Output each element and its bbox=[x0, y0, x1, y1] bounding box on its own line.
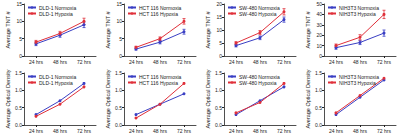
svg-text:10: 10 bbox=[316, 43, 322, 49]
svg-text:1.0: 1.0 bbox=[115, 87, 122, 93]
svg-text:0.5: 0.5 bbox=[315, 105, 322, 111]
svg-text:48 hrs: 48 hrs bbox=[353, 59, 367, 65]
svg-text:72 hrs: 72 hrs bbox=[277, 59, 291, 65]
svg-text:48 hrs: 48 hrs bbox=[253, 128, 267, 134]
svg-text:0: 0 bbox=[319, 53, 322, 59]
svg-text:10: 10 bbox=[216, 27, 222, 33]
svg-text:50: 50 bbox=[316, 1, 322, 7]
svg-text:5: 5 bbox=[119, 36, 122, 42]
svg-text:Average Optical Density: Average Optical Density bbox=[5, 69, 11, 128]
svg-text:SW-480 Hypoxia: SW-480 Hypoxia bbox=[239, 80, 277, 86]
svg-text:24 hrs: 24 hrs bbox=[329, 128, 343, 134]
svg-text:0.5: 0.5 bbox=[215, 105, 222, 111]
svg-text:NIH3T3 Normoxia: NIH3T3 Normoxia bbox=[339, 73, 379, 80]
svg-text:Average Optical Density: Average Optical Density bbox=[305, 69, 311, 128]
svg-text:72 hrs: 72 hrs bbox=[77, 128, 91, 134]
svg-text:72 hrs: 72 hrs bbox=[177, 59, 191, 65]
svg-text:72 hrs: 72 hrs bbox=[377, 128, 391, 134]
svg-text:48 hrs: 48 hrs bbox=[353, 128, 367, 134]
svg-text:1.5: 1.5 bbox=[15, 70, 22, 76]
svg-text:HCT 116 Normoxia: HCT 116 Normoxia bbox=[139, 73, 182, 80]
svg-text:Average TNT #: Average TNT # bbox=[5, 11, 11, 49]
svg-text:DLD-1 Normoxia: DLD-1 Normoxia bbox=[39, 4, 77, 11]
svg-text:0: 0 bbox=[19, 53, 22, 59]
svg-text:NIH3T3 Hypoxia: NIH3T3 Hypoxia bbox=[339, 80, 376, 86]
svg-text:5: 5 bbox=[19, 36, 22, 42]
svg-text:5: 5 bbox=[219, 40, 222, 46]
svg-text:20: 20 bbox=[216, 1, 222, 7]
svg-text:15: 15 bbox=[16, 1, 22, 7]
svg-text:0.5: 0.5 bbox=[115, 105, 122, 111]
svg-text:Average TNT #: Average TNT # bbox=[105, 11, 111, 49]
svg-text:1.0: 1.0 bbox=[215, 87, 222, 93]
svg-text:DLD-1 Hypoxia: DLD-1 Hypoxia bbox=[39, 80, 73, 86]
svg-text:24 hrs: 24 hrs bbox=[329, 59, 343, 65]
svg-text:24 hrs: 24 hrs bbox=[229, 128, 243, 134]
svg-text:HCT 116 Normoxia: HCT 116 Normoxia bbox=[139, 4, 182, 11]
svg-text:0: 0 bbox=[219, 53, 222, 59]
svg-text:0: 0 bbox=[119, 53, 122, 59]
svg-text:0.0: 0.0 bbox=[15, 122, 22, 128]
svg-text:24 hrs: 24 hrs bbox=[29, 59, 43, 65]
svg-text:HCT 116 Hypoxia: HCT 116 Hypoxia bbox=[139, 80, 178, 86]
svg-text:72 hrs: 72 hrs bbox=[377, 59, 391, 65]
svg-text:48 hrs: 48 hrs bbox=[153, 128, 167, 134]
svg-text:24 hrs: 24 hrs bbox=[229, 59, 243, 65]
svg-text:20: 20 bbox=[316, 32, 322, 38]
svg-text:DLD-1 Hypoxia: DLD-1 Hypoxia bbox=[39, 11, 73, 17]
svg-text:1.0: 1.0 bbox=[15, 87, 22, 93]
svg-text:NIH3T3 Hypoxia: NIH3T3 Hypoxia bbox=[339, 11, 376, 17]
svg-text:72 hrs: 72 hrs bbox=[277, 128, 291, 134]
svg-text:40: 40 bbox=[316, 11, 322, 17]
svg-text:24 hrs: 24 hrs bbox=[129, 59, 143, 65]
svg-text:15: 15 bbox=[116, 1, 122, 7]
svg-text:1.5: 1.5 bbox=[215, 70, 222, 76]
svg-text:1.5: 1.5 bbox=[115, 70, 122, 76]
svg-text:24 hrs: 24 hrs bbox=[129, 128, 143, 134]
svg-text:SW-480 Normoxia: SW-480 Normoxia bbox=[239, 4, 280, 11]
svg-text:NIH3T3 Normoxia: NIH3T3 Normoxia bbox=[339, 4, 379, 11]
svg-text:Average Optical Density: Average Optical Density bbox=[205, 69, 211, 128]
svg-text:1.5: 1.5 bbox=[315, 70, 322, 76]
svg-text:10: 10 bbox=[116, 18, 122, 24]
svg-text:0.5: 0.5 bbox=[15, 105, 22, 111]
svg-text:72 hrs: 72 hrs bbox=[177, 128, 191, 134]
svg-text:0.0: 0.0 bbox=[315, 122, 322, 128]
svg-text:Average TNT #: Average TNT # bbox=[305, 11, 311, 49]
svg-text:1.0: 1.0 bbox=[315, 87, 322, 93]
svg-text:15: 15 bbox=[216, 14, 222, 20]
svg-text:0.0: 0.0 bbox=[215, 122, 222, 128]
svg-text:DLD-1 Normoxia: DLD-1 Normoxia bbox=[39, 73, 77, 80]
svg-text:48 hrs: 48 hrs bbox=[53, 128, 67, 134]
svg-text:Average TNT #: Average TNT # bbox=[205, 11, 211, 49]
svg-text:48 hrs: 48 hrs bbox=[153, 59, 167, 65]
svg-text:48 hrs: 48 hrs bbox=[53, 59, 67, 65]
svg-text:30: 30 bbox=[316, 22, 322, 28]
svg-text:Average Optical Density: Average Optical Density bbox=[105, 69, 111, 128]
svg-text:10: 10 bbox=[16, 18, 22, 24]
svg-text:SW-480 Normoxia: SW-480 Normoxia bbox=[239, 73, 280, 80]
svg-text:SW-480 Hypoxia: SW-480 Hypoxia bbox=[239, 11, 277, 17]
svg-text:72 hrs: 72 hrs bbox=[77, 59, 91, 65]
svg-text:0.0: 0.0 bbox=[115, 122, 122, 128]
svg-text:24 hrs: 24 hrs bbox=[29, 128, 43, 134]
svg-text:HCT 116 Hypoxia: HCT 116 Hypoxia bbox=[139, 11, 178, 17]
svg-text:48 hrs: 48 hrs bbox=[253, 59, 267, 65]
